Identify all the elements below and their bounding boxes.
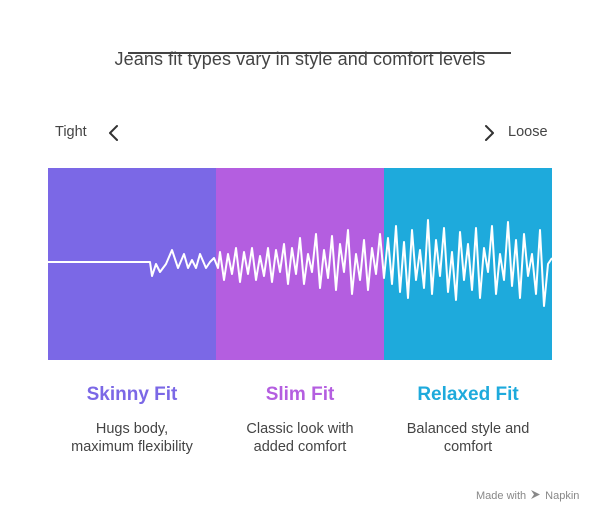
- fit-spectrum: [48, 168, 552, 360]
- made-with-napkin-footer[interactable]: Made with Napkin: [476, 489, 579, 503]
- slim-fit-desc-line1: Classic look with: [246, 421, 354, 437]
- chevron-left-icon: [106, 124, 122, 142]
- relaxed-fit-desc-line2: comfort: [443, 439, 493, 455]
- skinny-fit-desc-line1: Hugs body,: [95, 421, 169, 437]
- diagram-title: Jeans fit types vary in style and comfor…: [114, 49, 486, 69]
- skinny-fit-desc-line2: maximum flexibility: [71, 439, 193, 455]
- fit-waveform: [48, 219, 552, 307]
- chevron-right-icon: [481, 124, 497, 142]
- slim-fit-description: Classic look with added comfort: [216, 420, 384, 456]
- relaxed-fit-column: Relaxed Fit Balanced style and comfort: [384, 384, 552, 456]
- skinny-fit-column: Skinny Fit Hugs body, maximum flexibilit…: [48, 384, 216, 456]
- scale-left-label: Tight: [55, 124, 87, 140]
- relaxed-fit-desc-line1: Balanced style and: [406, 421, 530, 437]
- skinny-fit-description: Hugs body, maximum flexibility: [48, 420, 216, 456]
- napkin-logo-icon: [530, 489, 541, 503]
- relaxed-fit-title: Relaxed Fit: [417, 384, 519, 405]
- footer-brand-text: Napkin: [545, 490, 580, 502]
- footer-made-with-text: Made with: [476, 490, 527, 502]
- relaxed-fit-description: Balanced style and comfort: [384, 420, 552, 456]
- slim-fit-column: Slim Fit Classic look with added comfort: [216, 384, 384, 456]
- title-strike-line: [128, 52, 511, 54]
- skinny-fit-title: Skinny Fit: [86, 384, 178, 405]
- slim-fit-title: Slim Fit: [265, 384, 335, 405]
- scale-right-label: Loose: [508, 124, 548, 140]
- relaxed-fit-band: [384, 168, 552, 360]
- slim-fit-band: [216, 168, 384, 360]
- slim-fit-desc-line2: added comfort: [253, 439, 347, 455]
- skinny-fit-band: [48, 168, 216, 360]
